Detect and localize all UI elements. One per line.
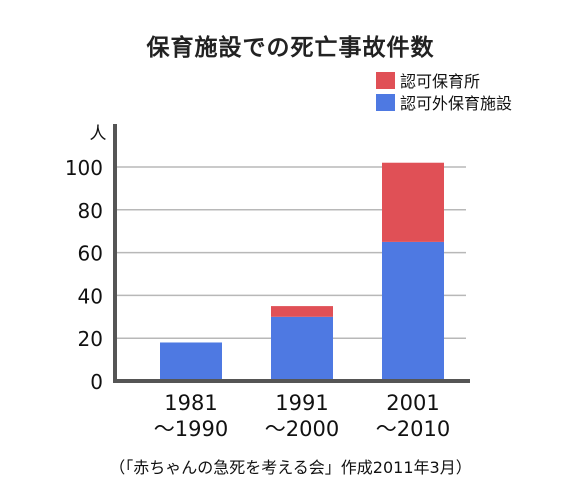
source-note: （「赤ちゃんの急死を考える会」作成2011年3月） — [109, 458, 472, 477]
y-tick-label: 20 — [78, 327, 103, 351]
x-tick-label: 1991 — [275, 391, 328, 415]
x-tick-label-range: ～1990 — [154, 417, 228, 441]
legend-item-unlicensed: 認可外保育施設 — [376, 91, 512, 113]
y-tick-label: 40 — [78, 284, 103, 308]
y-axis-label: 人 — [90, 124, 107, 144]
y-tick-label: 60 — [78, 242, 103, 266]
y-tick-label: 80 — [78, 199, 103, 223]
legend: 認可保育所 認可外保育施設 — [376, 69, 512, 113]
legend-item-licensed: 認可保育所 — [376, 69, 512, 91]
chart-title: 保育施設での死亡事故件数 — [146, 35, 435, 61]
x-tick-label-range: ～2010 — [376, 417, 450, 441]
bar-licensed-2001 — [382, 162, 444, 242]
y-tick-label: 0 — [90, 370, 103, 394]
legend-label-unlicensed: 認可外保育施設 — [400, 94, 513, 113]
x-tick-label: 2001 — [386, 391, 439, 415]
legend-swatch-licensed — [376, 71, 395, 89]
legend-label-licensed: 認可保育所 — [400, 72, 481, 91]
legend-swatch-unlicensed — [376, 93, 395, 111]
bar-unlicensed-1991 — [271, 316, 333, 381]
x-tick-label: 1981 — [164, 391, 217, 415]
bar-unlicensed-2001 — [382, 241, 444, 381]
y-tick-label: 100 — [65, 156, 103, 180]
x-tick-label-range: ～2000 — [265, 417, 339, 441]
bar-licensed-1991 — [271, 306, 333, 317]
bar-unlicensed-1981 — [160, 342, 222, 381]
